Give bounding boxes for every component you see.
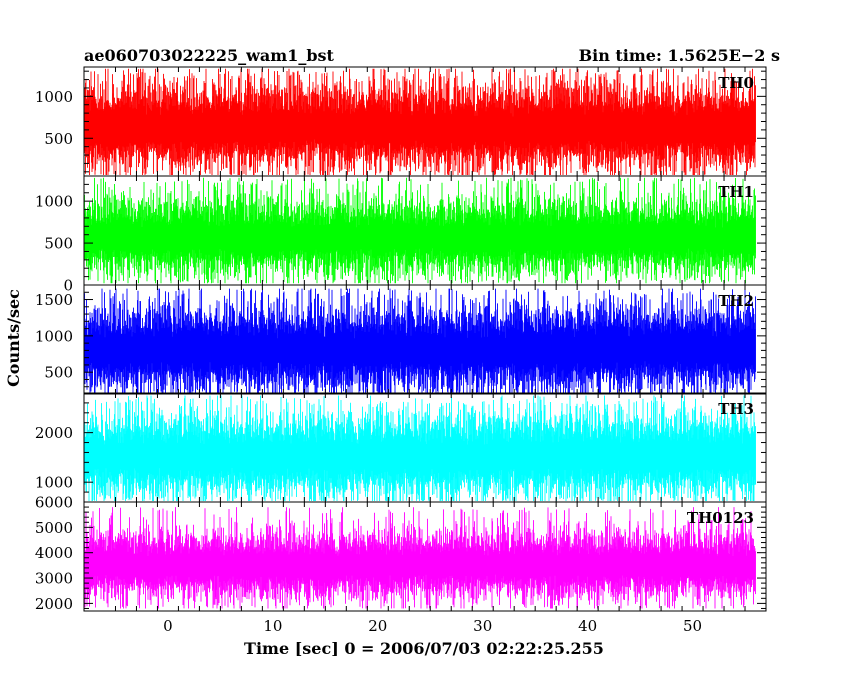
x-tick-label: 30 xyxy=(473,617,492,635)
panel-th2: 500 1000 1500 TH2 xyxy=(35,284,767,395)
y-tick-label: 1500 xyxy=(35,291,73,309)
panel-frame xyxy=(83,501,767,612)
panel-label-th2: TH2 xyxy=(718,292,754,310)
panel-th0123: 2000 3000 4000 5000 6000 TH0123 xyxy=(35,494,767,613)
x-tick-label: 0 xyxy=(163,617,173,635)
x-tick-label: 10 xyxy=(263,617,282,635)
panel-th3: 1000 2000 TH3 xyxy=(35,392,767,503)
y-tick-label: 500 xyxy=(44,235,73,253)
x-tick-label: 50 xyxy=(683,617,702,635)
panel-th0: 500 1000 TH0 xyxy=(35,66,767,177)
panel-label-th3: TH3 xyxy=(718,400,754,418)
x-axis-label: Time [sec] 0 = 2006/07/03 02:22:25.255 xyxy=(244,639,604,658)
y-tick-label: 500 xyxy=(44,130,73,148)
series-th1-curve xyxy=(83,177,756,284)
series-th0-curve xyxy=(83,68,756,175)
y-axis-label: Counts/sec xyxy=(4,289,23,387)
y-tick-label: 500 xyxy=(44,364,73,382)
x-tick-label: 20 xyxy=(368,617,387,635)
panel-label-th1: TH1 xyxy=(718,183,754,201)
y-tick-label: 4000 xyxy=(35,544,73,562)
panel-label-th0: TH0 xyxy=(718,74,754,92)
x-tick-label: 40 xyxy=(578,617,597,635)
panel-label-th0123: TH0123 xyxy=(687,509,754,527)
y-tick-label: 2000 xyxy=(35,595,73,613)
y-tick-label: 3000 xyxy=(35,570,73,588)
y-tick-label: 1000 xyxy=(35,327,73,345)
panel-th1: 0 500 1000 TH1 xyxy=(35,175,767,295)
y-tick-label: 5000 xyxy=(35,519,73,537)
panel-frame xyxy=(83,284,767,395)
series-th0123-curve xyxy=(83,507,756,609)
y-tick-label: 1000 xyxy=(35,193,73,211)
chart-title: ae060703022225_wam1_bst xyxy=(84,46,335,65)
y-tick-label: 0 xyxy=(63,277,73,295)
bin-time-label: Bin time: 1.5625E−2 s xyxy=(579,46,780,65)
y-tick-label: 2000 xyxy=(35,424,73,442)
y-tick-label: 6000 xyxy=(35,494,73,512)
series-th2-curve xyxy=(83,288,756,393)
y-tick-label: 1000 xyxy=(35,88,73,106)
y-tick-label: 1000 xyxy=(35,474,73,492)
series-th3-curve xyxy=(83,395,756,501)
